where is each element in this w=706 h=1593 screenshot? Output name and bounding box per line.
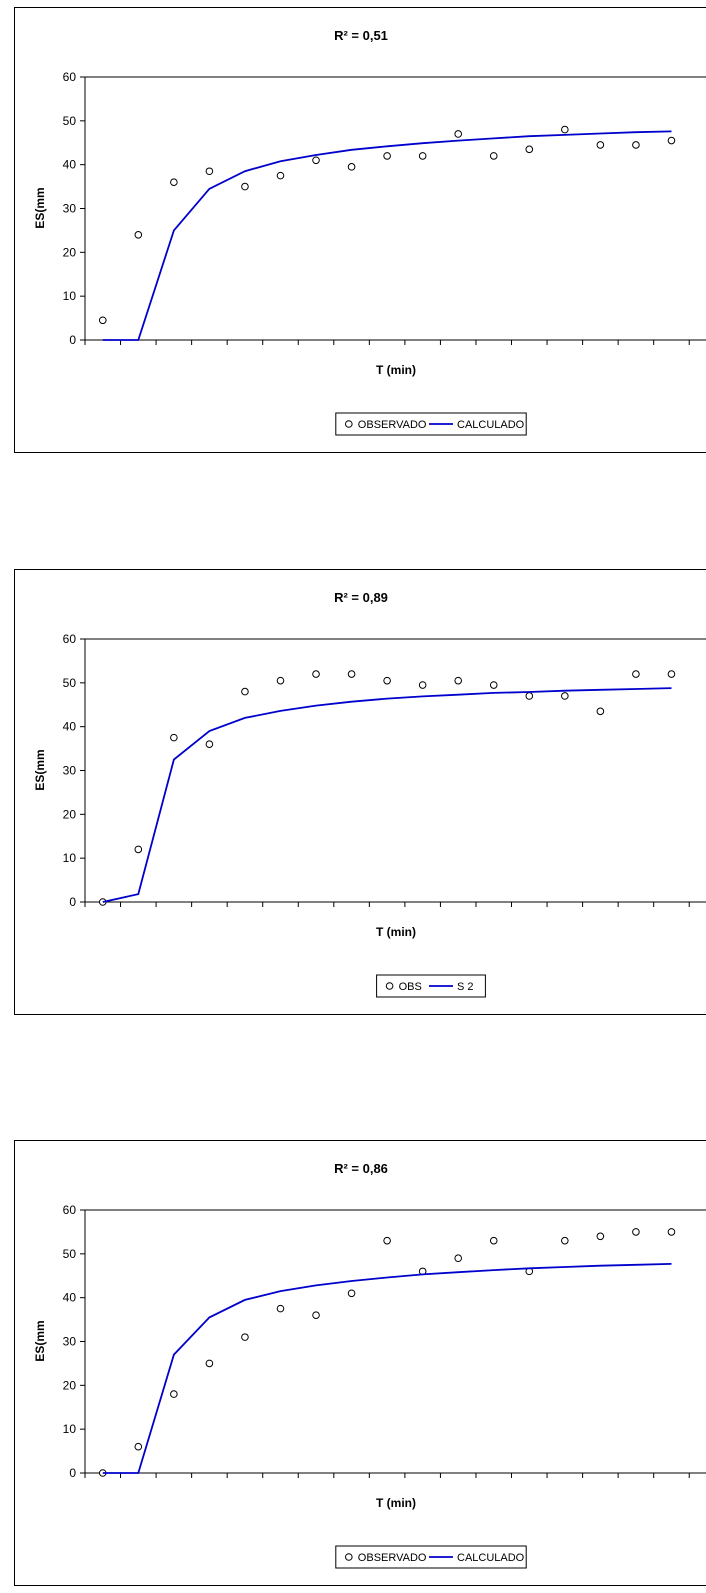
legend-marker-symbol	[385, 982, 394, 990]
data-point	[667, 136, 676, 145]
legend-label: OBSERVADO	[358, 1552, 427, 1564]
data-point	[170, 178, 178, 186]
data-point	[454, 130, 463, 138]
data-point	[383, 1236, 391, 1245]
y-tick-label: 20	[63, 807, 77, 821]
chart-svg-3: R² = 0,86 0 10 20 30 40 50 60 T (min) ES(mm OBSERV…	[33, 1161, 706, 1569]
legend-label: S 2	[457, 981, 474, 993]
y-tick-label: 20	[63, 1378, 77, 1392]
data-point	[418, 681, 427, 689]
y-tick-label: 10	[63, 851, 77, 865]
y-tick-label: 30	[63, 202, 77, 216]
data-point	[596, 141, 605, 149]
legend-label: CALCULADO	[457, 419, 525, 431]
chart-title: R² = 0,89	[334, 590, 388, 605]
data-point	[667, 1228, 676, 1236]
legend-label: OBSERVADO	[358, 419, 427, 431]
y-tick-label: 60	[63, 70, 77, 84]
series-line-1	[102, 1263, 672, 1474]
data-point	[98, 316, 107, 325]
y-tick-label: 0	[69, 333, 76, 347]
legend-label: OBS	[399, 981, 422, 993]
data-point	[241, 687, 249, 696]
chart-svg-1: R² = 0,51 0 10 20 30 40 50 60 T (min) ES(mm OBSERV…	[33, 28, 706, 436]
series-line-1	[102, 687, 672, 903]
data-point	[134, 1442, 143, 1451]
y-tick-label: 0	[69, 895, 76, 909]
y-tick-label: 60	[63, 1203, 77, 1217]
legend: OBSERVADO CALCULADO	[335, 1545, 527, 1569]
y-axis-label: ES(mm	[33, 1320, 47, 1361]
y-axis-label: ES(mm	[33, 187, 47, 228]
y-tick-label: 10	[63, 1422, 77, 1436]
chart-title: R² = 0,51	[334, 28, 388, 43]
legend: OBSERVADO CALCULADO	[335, 412, 527, 436]
data-point	[276, 1304, 285, 1313]
data-point	[525, 692, 534, 700]
chart-svg-2: R² = 0,89 0 10 20 30 40 50 60 T (min) ES(mm OBS S 2	[33, 590, 706, 998]
data-point	[170, 733, 178, 742]
y-tick-label: 40	[63, 1291, 77, 1305]
y-axis-label: ES(mm	[33, 749, 47, 790]
data-point	[312, 1311, 320, 1319]
data-point	[561, 692, 569, 700]
data-point	[454, 676, 463, 685]
data-point	[383, 676, 391, 685]
y-tick-label: 40	[63, 720, 77, 734]
legend-marker-symbol	[345, 420, 353, 428]
data-point	[489, 681, 498, 689]
chart-panel-2: R² = 0,89 0 10 20 30 40 50 60 T (min) ES(mm OBS S 2	[14, 569, 706, 1015]
data-point	[276, 676, 285, 685]
data-point	[134, 845, 143, 854]
data-point	[276, 171, 285, 180]
chart-panel-3: R² = 0,86 0 10 20 30 40 50 60 T (min) ES(mm OBSERV…	[14, 1140, 706, 1586]
data-point	[205, 167, 214, 176]
data-point	[632, 1228, 640, 1236]
data-point	[596, 707, 605, 716]
data-point	[489, 1236, 498, 1245]
chart-panel-1: R² = 0,51 0 10 20 30 40 50 60 T (min) ES(mm OBSERV…	[14, 7, 706, 453]
data-point	[241, 182, 249, 191]
data-point	[632, 141, 640, 149]
y-tick-label: 10	[63, 289, 77, 303]
data-point	[383, 152, 391, 160]
data-point	[525, 145, 534, 154]
data-point	[241, 1333, 249, 1341]
data-point	[347, 163, 356, 171]
y-tick-label: 30	[63, 1335, 77, 1349]
data-point	[312, 156, 320, 165]
data-point	[347, 1289, 356, 1298]
y-tick-label: 50	[63, 114, 77, 128]
data-point	[170, 1390, 178, 1398]
legend-label: CALCULADO	[457, 1552, 525, 1564]
data-point	[312, 670, 320, 678]
data-point	[489, 152, 498, 160]
data-point	[205, 1359, 214, 1368]
x-axis-label: T (min)	[376, 1496, 416, 1510]
y-tick-label: 40	[63, 158, 77, 172]
legend: OBS S 2	[376, 974, 486, 998]
data-point	[561, 125, 569, 134]
y-tick-label: 50	[63, 676, 77, 690]
data-point	[205, 740, 214, 748]
data-point	[418, 152, 427, 160]
data-point	[347, 670, 356, 678]
data-point	[632, 670, 640, 678]
series-line-1	[102, 130, 672, 341]
chart-title: R² = 0,86	[334, 1161, 388, 1176]
x-axis-label: T (min)	[376, 925, 416, 939]
data-point	[134, 231, 143, 239]
data-point	[667, 670, 676, 678]
y-tick-label: 0	[69, 1466, 76, 1480]
x-axis-label: T (min)	[376, 363, 416, 377]
y-tick-label: 20	[63, 245, 77, 259]
data-point	[561, 1236, 569, 1245]
y-tick-label: 30	[63, 764, 77, 778]
y-tick-label: 60	[63, 632, 77, 646]
y-tick-label: 50	[63, 1247, 77, 1261]
data-point	[596, 1232, 605, 1241]
data-point	[454, 1254, 463, 1263]
legend-marker-symbol	[345, 1553, 353, 1561]
